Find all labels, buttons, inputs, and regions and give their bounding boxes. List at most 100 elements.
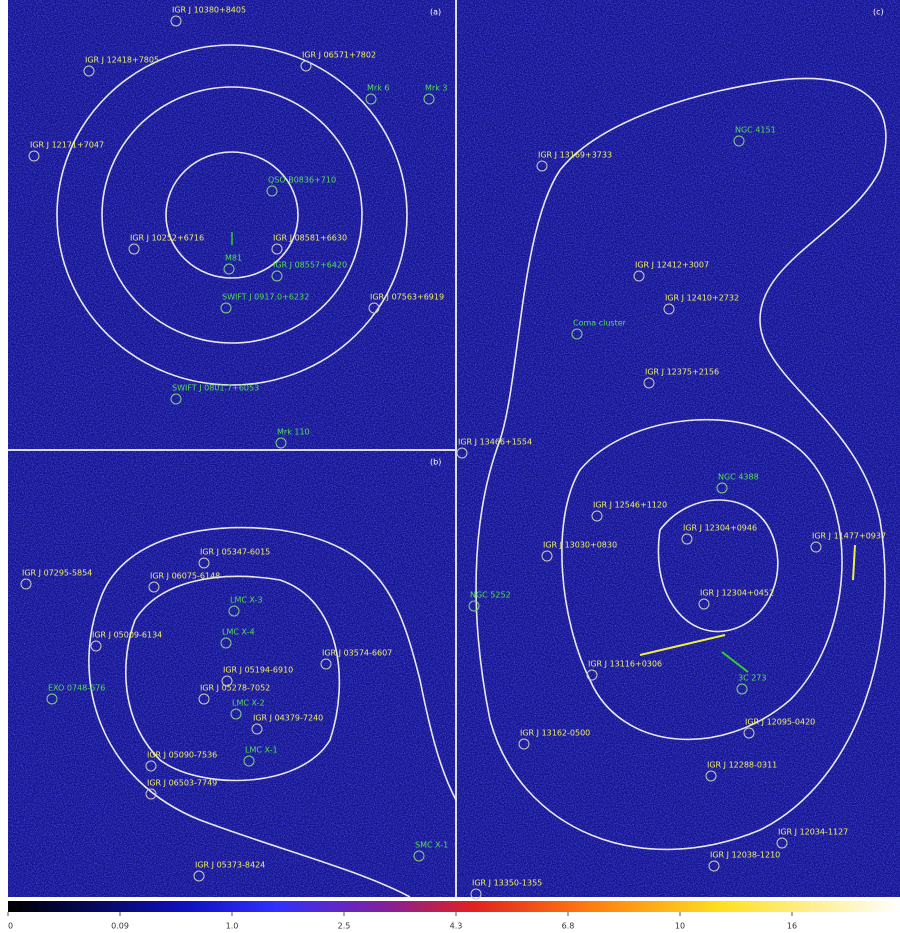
source-marker xyxy=(698,598,710,610)
source-marker xyxy=(536,160,548,172)
source-label: IGR J 06571+7802 xyxy=(302,51,376,60)
source-label: 3C 273 xyxy=(738,674,767,683)
source-marker xyxy=(663,303,675,315)
source-marker xyxy=(223,263,235,275)
source-marker xyxy=(221,675,233,687)
source-label: IGR J 08581+6630 xyxy=(273,234,347,243)
colorbar-tick-label: 6.8 xyxy=(562,922,575,931)
source-marker xyxy=(148,581,160,593)
source-marker xyxy=(83,65,95,77)
source-marker xyxy=(518,738,530,750)
colorbar-tick-label: 4.3 xyxy=(450,922,463,931)
source-label: IGR J 12418+7805 xyxy=(85,56,159,65)
source-label: IGR J 05347-6015 xyxy=(200,548,270,557)
source-marker xyxy=(145,760,157,772)
colorbar-ticks: 0 0.09 1.0 2.5 4.3 6.8 10 16 xyxy=(7,912,797,931)
source-label: IGR J 06503-7749 xyxy=(147,779,217,788)
source-label: SMC X-1 xyxy=(415,841,448,850)
source-label: IGR J 13350-1355 xyxy=(472,879,542,888)
arrows xyxy=(231,232,856,673)
source-marker xyxy=(198,693,210,705)
source-label: IGR J 12410+2732 xyxy=(665,294,739,303)
source-label: Mrk 3 xyxy=(425,84,447,93)
source-label: IGR J 12034-1127 xyxy=(778,828,848,837)
source-marker xyxy=(413,850,425,862)
source-label: IGR J 13162-0500 xyxy=(520,729,590,738)
source-label: IGR J 12288-0311 xyxy=(707,761,777,770)
source-label: Coma cluster xyxy=(573,319,627,328)
colorbar xyxy=(8,901,900,912)
source-marker xyxy=(733,135,745,147)
source-label: IGR J 12095-0420 xyxy=(745,718,815,727)
source-marker xyxy=(368,302,380,314)
source-label: IGR J 05373-8424 xyxy=(195,861,265,870)
source-marker xyxy=(28,150,40,162)
source-marker xyxy=(643,377,655,389)
source-label: IGR J 07563+6919 xyxy=(370,293,444,302)
source-marker xyxy=(470,888,482,900)
colorbar-tick-label: 0 xyxy=(8,922,13,931)
source-marker xyxy=(423,93,435,105)
source-label: IGR J 13030+0830 xyxy=(543,541,617,550)
source-label: IGR J 07295-5854 xyxy=(22,569,92,578)
source-marker xyxy=(633,270,645,282)
source-label: IGR J 13466+1554 xyxy=(458,438,532,447)
panels-background xyxy=(8,0,900,897)
source-marker xyxy=(320,658,332,670)
source-marker xyxy=(736,683,748,695)
source-marker xyxy=(20,578,32,590)
colorbar-tick-label: 16 xyxy=(787,922,797,931)
colorbar-tick-label: 2.5 xyxy=(338,922,351,931)
source-marker xyxy=(275,437,287,449)
source-label: M81 xyxy=(225,254,242,263)
source-marker xyxy=(170,15,182,27)
source-label: IGR J 11477+0937 xyxy=(812,532,886,541)
source-label: Mrk 110 xyxy=(277,428,310,437)
source-label: IGR J 12375+2156 xyxy=(645,368,719,377)
source-label: LMC X-4 xyxy=(222,628,255,637)
source-marker xyxy=(743,727,755,739)
source-label: IGR J 05009-6134 xyxy=(92,631,162,640)
source-marker xyxy=(145,788,157,800)
contours xyxy=(56,44,887,898)
panel-label: (c) xyxy=(873,8,884,17)
source-label: Mrk 6 xyxy=(367,84,389,93)
source-marker xyxy=(456,447,468,459)
source-marker xyxy=(468,600,480,612)
source-label: SWIFT J 0917.0+6232 xyxy=(222,293,309,302)
source-label: IGR J 12546+1120 xyxy=(593,501,667,510)
source-marker xyxy=(170,393,182,405)
source-marker xyxy=(271,243,283,255)
source-marker xyxy=(228,605,240,617)
source-marker xyxy=(571,328,583,340)
source-marker xyxy=(230,708,242,720)
colorbar-tick-label: 1.0 xyxy=(226,922,239,931)
source-label: NGC 4151 xyxy=(735,126,776,135)
source-marker xyxy=(365,93,377,105)
source-label: IGR J 12171+7047 xyxy=(30,141,104,150)
source-label: NGC 5252 xyxy=(470,591,511,600)
source-label: IGR J 10380+8405 xyxy=(172,6,246,15)
panel-label: (a) xyxy=(430,8,441,17)
source-label: EXO 0748-676 xyxy=(48,684,105,693)
labels: (a) IGR J 10380+8405 IGR J 12418+7805 IGR J… xyxy=(20,6,886,900)
source-label: LMC X-3 xyxy=(230,596,263,605)
source-label: IGR J 04379-7240 xyxy=(253,714,323,723)
source-marker xyxy=(128,243,140,255)
source-label: SWIFT J 0801.7+6053 xyxy=(172,384,259,393)
source-marker xyxy=(591,510,603,522)
source-marker xyxy=(705,770,717,782)
source-marker xyxy=(810,541,822,553)
source-label: IGR J 13169+3733 xyxy=(538,151,612,160)
source-label: IGR J 05090-7536 xyxy=(147,751,217,760)
source-label: IGR J 12412+3007 xyxy=(635,261,709,270)
source-marker xyxy=(541,550,553,562)
source-label: IGR J 03574-6607 xyxy=(322,649,392,658)
source-marker xyxy=(193,870,205,882)
source-marker xyxy=(300,60,312,72)
source-label: IGR J 05194-6910 xyxy=(223,666,293,675)
source-marker xyxy=(90,640,102,652)
source-marker xyxy=(251,723,263,735)
source-label: LMC X-1 xyxy=(245,746,278,755)
